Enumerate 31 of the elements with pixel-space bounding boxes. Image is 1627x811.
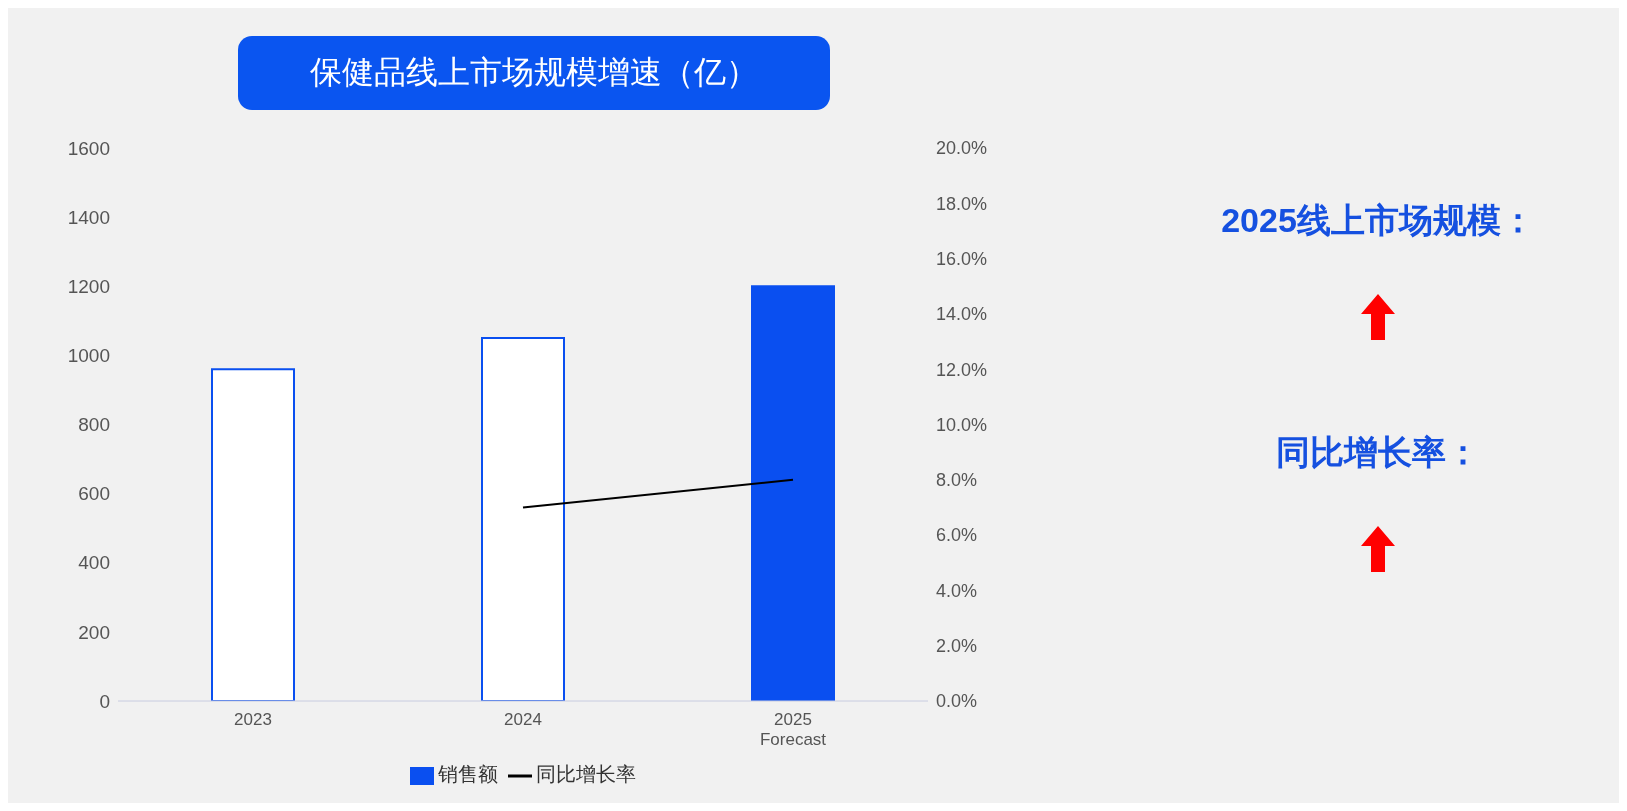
y2-tick-label: 0.0% <box>936 691 978 712</box>
y-tick-label: 200 <box>78 621 110 643</box>
y2-tick-label: 10.0% <box>936 414 988 435</box>
y-tick-label: 0 <box>99 690 110 712</box>
y-tick-label: 400 <box>78 552 110 574</box>
text: 2025线上市场规模： <box>1221 200 1535 241</box>
y-tick-label: 800 <box>78 414 110 436</box>
y2-tick-label: 6.0% <box>936 525 978 546</box>
y-tick-label: 1400 <box>67 206 110 228</box>
y2-tick-label: 4.0% <box>936 580 978 601</box>
text: 同比增长率： <box>1276 432 1480 473</box>
x-tick-label: 2025 Forecast <box>759 710 827 749</box>
y-tick-label: 1000 <box>67 345 110 367</box>
legend-label: 同比增长率 <box>536 763 636 785</box>
y-tick-label: 1200 <box>67 275 110 297</box>
bar <box>751 285 835 701</box>
bar <box>211 368 295 701</box>
bar <box>481 337 565 701</box>
y2-tick-label: 12.0% <box>936 359 988 380</box>
y2-tick-label: 16.0% <box>936 248 988 269</box>
y2-tick-label: 2.0% <box>936 636 978 657</box>
y2-tick-label: 20.0% <box>936 138 988 159</box>
chart-title: 保健品线上市场规模增速（亿） <box>238 36 830 110</box>
y2-tick-label: 14.0% <box>936 304 988 325</box>
legend-label: 销售额 <box>438 763 498 785</box>
x-tick-label: 2024 <box>504 710 542 729</box>
y2-tick-label: 8.0% <box>936 470 978 491</box>
y2-tick-label: 18.0% <box>936 193 988 214</box>
x-tick-label: 2023 <box>234 710 272 729</box>
y-tick-label: 1600 <box>67 137 110 159</box>
y-tick-label: 600 <box>78 483 110 505</box>
